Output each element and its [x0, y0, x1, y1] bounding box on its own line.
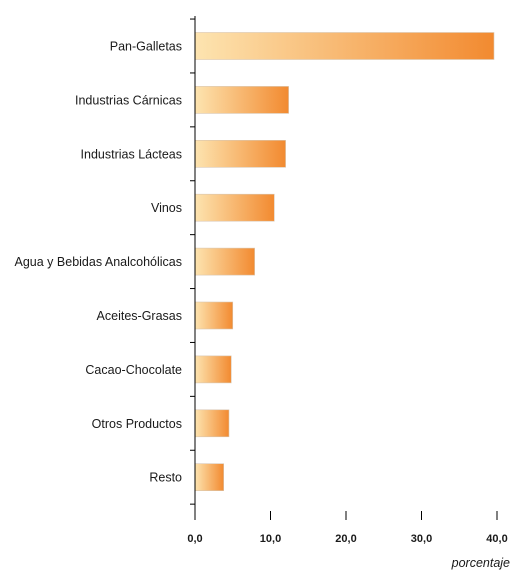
x-tick-label: 10,0 [260, 533, 281, 545]
category-label: Industrias Lácteas [81, 147, 182, 161]
bar [194, 301, 234, 330]
bar [194, 193, 275, 222]
category-label: Aceites-Grasas [97, 309, 182, 323]
category-label: Resto [149, 471, 182, 485]
category-label: Industrias Cárnicas [75, 93, 182, 107]
bar [194, 32, 495, 60]
x-tick-label: 20,0 [335, 533, 356, 545]
x-tick-label: 30,0 [411, 533, 432, 545]
x-tick-label: 40,0 [486, 533, 507, 545]
bar [194, 140, 286, 168]
x-tick-label: 0,0 [187, 533, 202, 545]
bar [194, 409, 230, 438]
category-label: Otros Productos [92, 417, 182, 431]
bar [194, 463, 224, 492]
bar [194, 86, 289, 114]
category-label: Pan-Galletas [110, 40, 182, 54]
bar [194, 355, 232, 384]
category-label: Vinos [151, 201, 182, 215]
category-label: Agua y Bebidas Analcohólicas [15, 255, 182, 269]
bar [194, 247, 255, 276]
category-label: Cacao-Chocolate [85, 363, 182, 377]
x-axis-title: porcentaje [451, 556, 510, 570]
